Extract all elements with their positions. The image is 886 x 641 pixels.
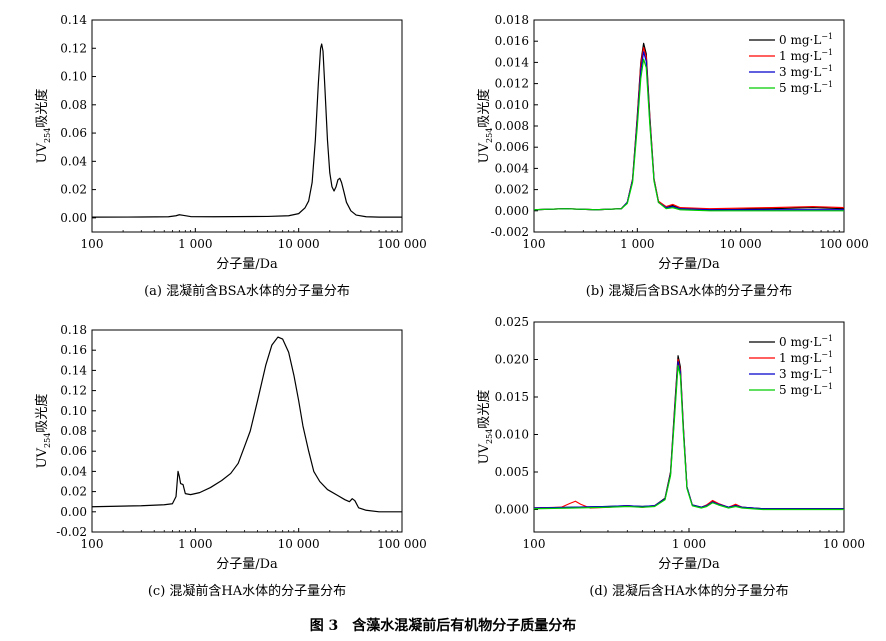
legend-exponent: −1 xyxy=(821,366,833,375)
legend-exponent: −1 xyxy=(821,64,833,73)
legend-label: 1 mg·L−1 xyxy=(779,350,833,365)
panel-caption: (b) 混凝后含BSA水体的分子量分布 xyxy=(586,283,792,299)
y-tick-label: 0.006 xyxy=(495,140,529,154)
y-tick-label: 0.04 xyxy=(60,464,87,478)
y-tick-label: 0.012 xyxy=(495,77,529,91)
y-tick-label: 0.12 xyxy=(60,41,87,55)
y-tick-label: 0.12 xyxy=(60,384,87,398)
y-axis-label: UV254吸光度 xyxy=(476,390,494,465)
series-line-5mg xyxy=(533,58,844,212)
x-axis-label: 分子量/Da xyxy=(658,257,720,272)
y-tick-label: 0.020 xyxy=(495,353,529,367)
x-tick-label: 100 000 xyxy=(377,237,427,251)
series-line-1mg xyxy=(533,358,844,510)
x-axis-label: 分子量/Da xyxy=(658,557,720,572)
plot-frame xyxy=(91,19,403,233)
legend-exponent: −1 xyxy=(821,32,833,41)
figure-caption: 图 3 含藻水混凝前后有机物分子质量分布 xyxy=(310,617,577,634)
panel-caption: (c) 混凝前含HA水体的分子量分布 xyxy=(148,583,346,599)
y-tick-label: 0.08 xyxy=(60,98,87,112)
y-tick-label: 0.00 xyxy=(60,211,87,225)
x-tick-label: 10 000 xyxy=(278,237,320,251)
y-tick-label: 0.018 xyxy=(495,13,529,27)
legend-exponent: −1 xyxy=(821,334,833,343)
y-tick-label: 0.06 xyxy=(60,126,87,140)
chart-panel-d: 0.000 0.005 0.010 0.015 0.020 0.025 100 1 000 10… xyxy=(476,315,865,599)
legend-label: 5 mg·L−1 xyxy=(779,80,833,95)
legend-label: 3 mg·L−1 xyxy=(779,64,833,79)
legend-label: 0 mg·L−1 xyxy=(779,334,833,349)
x-tick-label: 1 000 xyxy=(178,237,212,251)
y-tick-label: 0.010 xyxy=(495,98,529,112)
y-tick-label: 0.000 xyxy=(495,204,529,218)
y-tick-label: 0.10 xyxy=(60,70,87,84)
y-tick-label: 0.002 xyxy=(495,183,529,197)
panel-caption: (a) 混凝前含BSA水体的分子量分布 xyxy=(144,283,350,299)
x-tick-label: 10 000 xyxy=(278,537,320,551)
legend-label: 5 mg·L−1 xyxy=(779,382,833,397)
x-tick-label: 100 xyxy=(81,237,104,251)
legend-label: 3 mg·L−1 xyxy=(779,366,833,381)
y-axis-label: UV254吸光度 xyxy=(34,89,52,164)
legend-exponent: −1 xyxy=(821,80,833,89)
x-tick-label: 10 000 xyxy=(823,537,865,551)
chart-panel-c: -0.02 0.00 0.02 0.04 0.06 0.08 0.10 0.12 0.14 0.1… xyxy=(34,323,427,599)
y-tick-label: 0.025 xyxy=(495,315,529,329)
legend-label: 0 mg·L−1 xyxy=(779,32,833,47)
y-tick-label: 0.000 xyxy=(495,503,529,517)
x-tick-label: 1 000 xyxy=(620,237,654,251)
y-tick-label: 0.10 xyxy=(60,404,87,418)
y-tick-label: 0.010 xyxy=(495,428,529,442)
y-tick-label: 0.005 xyxy=(495,465,529,479)
y-tick-label: 0.08 xyxy=(60,424,87,438)
y-tick-label: 0.014 xyxy=(495,55,530,69)
y-tick-label: 0.06 xyxy=(60,444,87,458)
legend-label: 1 mg·L−1 xyxy=(779,48,833,63)
y-tick-label: 0.00 xyxy=(60,505,87,519)
y-axis-label: UV254吸光度 xyxy=(476,89,494,164)
x-tick-label: 100 xyxy=(523,537,546,551)
chart-panel-b: -0.002 0.000 0.002 0.004 0.006 0.008 0.010 0.01… xyxy=(476,13,869,299)
legend-exponent: −1 xyxy=(821,382,833,391)
y-tick-label: -0.02 xyxy=(56,525,87,539)
x-tick-label: 100 000 xyxy=(377,537,427,551)
series-line-5mg xyxy=(533,364,844,511)
x-tick-label: 100 000 xyxy=(819,237,869,251)
chart-panel-a: 0.00 0.02 0.04 0.06 0.08 0.10 0.12 0.14 100 1 000… xyxy=(34,13,427,299)
y-tick-label: 0.008 xyxy=(495,119,529,133)
panel-caption: (d) 混凝后含HA水体的分子量分布 xyxy=(589,583,788,599)
x-tick-label: 1 000 xyxy=(672,537,706,551)
y-tick-label: 0.015 xyxy=(495,390,529,404)
y-tick-label: 0.14 xyxy=(60,13,87,27)
legend-exponent: −1 xyxy=(821,350,833,359)
series-line xyxy=(91,43,402,218)
y-tick-label: 0.14 xyxy=(60,363,87,377)
y-axis-label: UV254吸光度 xyxy=(34,394,52,469)
x-tick-label: 100 xyxy=(523,237,546,251)
y-tick-label: 0.016 xyxy=(495,34,529,48)
x-tick-label: 1 000 xyxy=(178,537,212,551)
y-tick-label: 0.004 xyxy=(495,161,530,175)
y-tick-label: 0.02 xyxy=(60,485,87,499)
x-axis-label: 分子量/Da xyxy=(216,257,278,272)
y-tick-label: 0.16 xyxy=(60,343,87,357)
y-tick-label: 0.04 xyxy=(60,154,87,168)
legend-exponent: −1 xyxy=(821,48,833,57)
x-axis-label: 分子量/Da xyxy=(216,557,278,572)
y-tick-label: 0.18 xyxy=(60,323,87,337)
x-tick-label: 100 xyxy=(81,537,104,551)
series-line xyxy=(91,336,402,513)
x-tick-label: 10 000 xyxy=(720,237,762,251)
y-tick-label: -0.002 xyxy=(491,225,529,239)
y-tick-label: 0.02 xyxy=(60,183,87,197)
